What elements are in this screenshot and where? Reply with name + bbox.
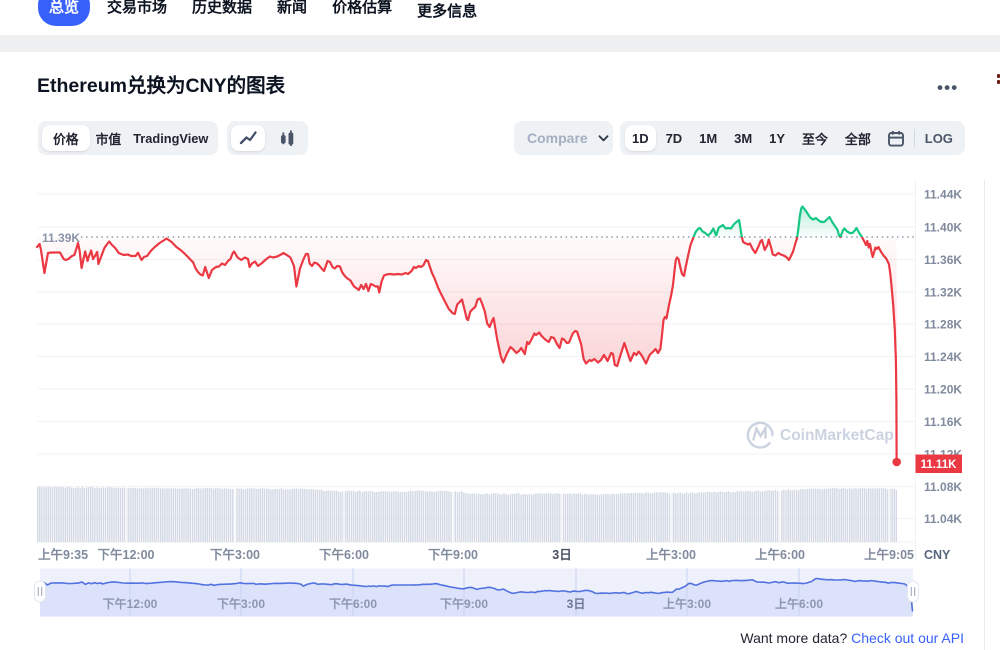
svg-text:CNY: CNY	[924, 548, 951, 562]
svg-text:11.28K: 11.28K	[924, 318, 962, 332]
svg-text:11.11K: 11.11K	[921, 459, 958, 471]
svg-text:上午6:00: 上午6:00	[775, 596, 823, 611]
svg-text:11.39K: 11.39K	[42, 231, 80, 245]
svg-text:3日: 3日	[567, 597, 586, 611]
svg-text:上午3:00: 上午3:00	[663, 596, 711, 611]
svg-text:下午3:00: 下午3:00	[217, 596, 265, 611]
svg-text:CoinMarketCap: CoinMarketCap	[780, 427, 894, 444]
svg-text:下午12:00: 下午12:00	[98, 547, 155, 562]
svg-text:下午9:00: 下午9:00	[428, 547, 478, 562]
svg-text:上午9:05: 上午9:05	[864, 547, 914, 562]
svg-text:11.08K: 11.08K	[924, 480, 962, 494]
svg-text:11.20K: 11.20K	[924, 383, 962, 397]
svg-text:3日: 3日	[552, 548, 571, 562]
svg-text:下午12:00: 下午12:00	[103, 596, 158, 611]
svg-text:11.04K: 11.04K	[924, 512, 962, 526]
svg-text:11.16K: 11.16K	[924, 415, 962, 429]
svg-text:下午6:00: 下午6:00	[319, 547, 369, 562]
svg-text:11.44K: 11.44K	[924, 188, 962, 202]
svg-text:11.40K: 11.40K	[924, 221, 962, 235]
svg-text:11.24K: 11.24K	[924, 350, 962, 364]
svg-text:上午3:00: 上午3:00	[646, 547, 696, 562]
svg-text:11.36K: 11.36K	[924, 253, 962, 267]
svg-text:下午9:00: 下午9:00	[440, 596, 488, 611]
svg-text:11.32K: 11.32K	[924, 286, 962, 300]
svg-text:下午3:00: 下午3:00	[210, 547, 260, 562]
svg-text:下午6:00: 下午6:00	[329, 596, 377, 611]
svg-text:上午9:35: 上午9:35	[38, 547, 88, 562]
svg-text:上午6:00: 上午6:00	[755, 547, 805, 562]
